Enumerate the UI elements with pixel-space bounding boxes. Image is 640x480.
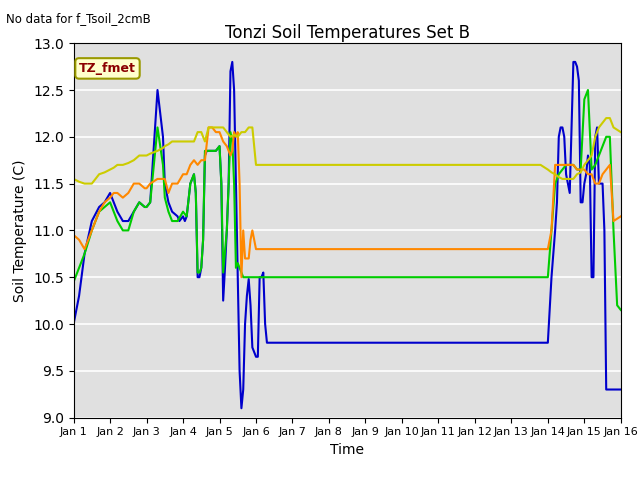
Text: No data for f_Tsoil_2cmB: No data for f_Tsoil_2cmB <box>6 12 151 25</box>
Legend: -4cm, -8cm, -16cm, -32cm: -4cm, -8cm, -16cm, -32cm <box>161 473 534 480</box>
X-axis label: Time: Time <box>330 443 364 457</box>
Text: TZ_fmet: TZ_fmet <box>79 62 136 75</box>
Title: Tonzi Soil Temperatures Set B: Tonzi Soil Temperatures Set B <box>225 24 470 42</box>
Y-axis label: Soil Temperature (C): Soil Temperature (C) <box>13 159 28 301</box>
